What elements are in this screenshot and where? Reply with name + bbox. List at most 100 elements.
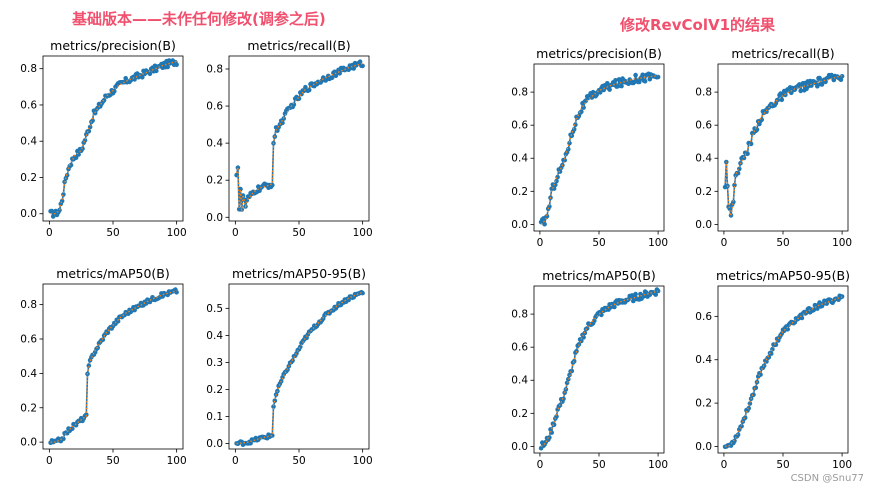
y-tick-label: 0.5 <box>206 303 223 315</box>
results-point <box>174 290 179 295</box>
smooth-series-line <box>50 60 177 215</box>
results-point <box>766 355 772 360</box>
y-tick-label: 0.8 <box>695 87 712 99</box>
results-point <box>123 76 128 81</box>
x-tick-label: 100 <box>832 459 852 471</box>
plot-title: metrics/mAP50-95(B) <box>716 268 850 283</box>
results-point <box>653 292 658 297</box>
results-point <box>554 178 559 184</box>
results-point <box>70 426 75 431</box>
results-point <box>549 430 554 435</box>
plot-title: metrics/precision(B) <box>536 46 662 61</box>
y-tick-label: 0.2 <box>20 172 37 184</box>
smooth-series-line <box>724 296 843 448</box>
results-series-line <box>50 59 178 218</box>
y-tick-label: 0.8 <box>20 63 37 75</box>
results-point <box>272 398 278 404</box>
x-tick-label: 100 <box>648 237 668 249</box>
results-point <box>270 433 275 438</box>
results-series-line <box>540 73 659 225</box>
results-point <box>770 346 775 352</box>
results-point <box>76 152 81 157</box>
y-tick-label: 0.6 <box>20 99 37 111</box>
results-point <box>839 74 845 79</box>
y-tick-label: 0.4 <box>695 354 712 366</box>
smooth-series-line <box>235 62 363 212</box>
y-tick-label: 0.2 <box>20 402 37 414</box>
results-point <box>154 68 159 74</box>
results-point <box>95 345 100 351</box>
x-tick-label: 100 <box>353 455 373 467</box>
results-point <box>360 290 365 296</box>
results-point <box>544 213 550 219</box>
csdn-watermark: CSDN @Snu77 <box>790 473 864 484</box>
axes-frame <box>717 285 849 454</box>
results-point <box>732 438 737 444</box>
y-tick-label: 0.2 <box>206 175 223 187</box>
results-point <box>542 221 547 227</box>
axes-frame <box>42 283 184 450</box>
results-point <box>589 95 595 100</box>
results-point <box>631 298 636 304</box>
x-tick-label: 50 <box>106 227 119 239</box>
results-point <box>235 165 241 170</box>
results-point <box>819 82 825 87</box>
results-point <box>815 84 820 89</box>
x-tick-label: 50 <box>592 237 605 249</box>
results-point <box>571 127 577 132</box>
y-tick-label: 0.0 <box>695 219 712 231</box>
y-tick-label: 0.8 <box>20 299 37 311</box>
y-tick-label: 0.2 <box>695 186 712 198</box>
results-point <box>619 83 624 89</box>
results-point <box>165 64 170 70</box>
x-tick-label: 0 <box>46 227 53 239</box>
y-tick-label: 0.0 <box>511 441 528 453</box>
y-tick-label: 0.4 <box>511 153 528 165</box>
x-tick-label: 0 <box>232 227 239 239</box>
y-tick-label: 0.6 <box>511 342 528 354</box>
base-recall-chart: metrics/recall(B) 0 50 100 0.0 0.2 0.4 0.6 0.8 <box>206 38 372 239</box>
x-tick-label: 50 <box>592 459 605 471</box>
results-series-line <box>235 60 363 211</box>
results-point <box>605 81 610 86</box>
y-tick-label: 0.6 <box>695 120 712 132</box>
results-point <box>753 385 759 391</box>
y-tick-label: 0.4 <box>695 153 712 165</box>
results-point <box>633 72 638 78</box>
plot-title: metrics/mAP50(B) <box>542 268 655 283</box>
results-point <box>80 146 85 151</box>
results-point <box>592 318 597 323</box>
results-point <box>581 335 586 340</box>
y-tick-label: 0.6 <box>695 311 712 323</box>
y-tick-label: 0.1 <box>206 411 223 423</box>
plot-title: metrics/recall(B) <box>731 46 834 61</box>
y-tick-label: 0.4 <box>206 138 223 150</box>
results-point <box>751 392 756 397</box>
results-point <box>306 87 312 93</box>
y-tick-label: 0.2 <box>206 384 223 396</box>
axes-frame <box>717 63 849 232</box>
x-tick-label: 0 <box>721 237 728 249</box>
results-point <box>640 72 645 78</box>
y-tick-label: 0.6 <box>20 334 37 346</box>
y-tick-label: 0.2 <box>511 186 528 198</box>
base-precision-chart: metrics/precision(B) 0 50 100 0.0 0.2 0.4 0.6 0.… <box>20 38 186 239</box>
y-tick-label: 0.6 <box>206 101 223 113</box>
y-tick-label: 0.2 <box>511 408 528 420</box>
results-point <box>100 337 106 342</box>
results-point <box>84 412 89 417</box>
results-point <box>809 83 814 88</box>
results-point <box>655 74 661 80</box>
results-point <box>576 342 582 347</box>
results-point <box>746 406 751 411</box>
y-tick-label: 0.4 <box>20 368 37 380</box>
results-series-line <box>236 291 364 446</box>
smooth-series-line <box>724 74 843 217</box>
plot-title: metrics/mAP50(B) <box>56 266 169 281</box>
revcol-map50-chart: metrics/mAP50(B) 0 50 100 0.0 0.2 0.4 0.6 0.8 <box>511 268 668 471</box>
y-tick-label: 0.0 <box>206 438 223 450</box>
right-section-heading: 修改RevColV1的结果 <box>620 16 776 34</box>
plot-title: metrics/mAP50-95(B) <box>232 266 366 281</box>
smooth-series-line <box>50 290 177 443</box>
y-tick-label: 0.4 <box>206 330 223 342</box>
